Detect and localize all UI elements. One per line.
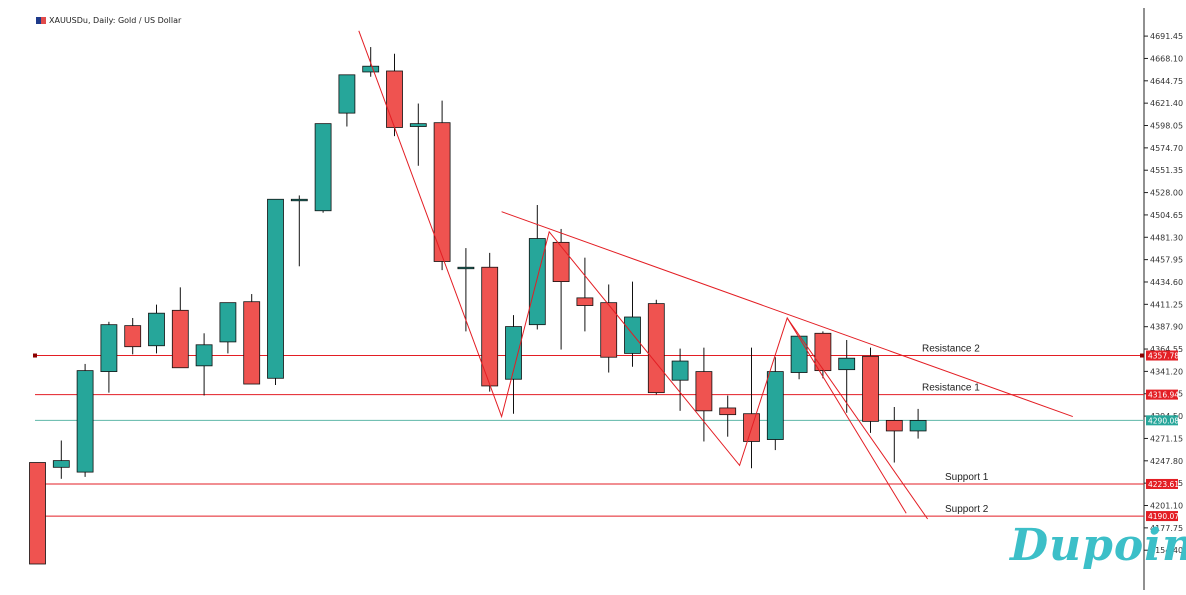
price-tag-label: 4223.61 [1148,480,1179,489]
candle-body-bearish [552,241,570,282]
candle-body-bearish [124,325,142,348]
y-tick-label: 4271.15 [1150,434,1183,443]
y-tick-label: 4341.20 [1150,367,1183,376]
y-tick-label: 4504.65 [1150,211,1183,220]
candle-body-bullish [457,266,475,270]
y-tick-label: 4364.55 [1150,345,1183,354]
support-1-label: Support 1 [945,472,989,483]
level-marker [1140,353,1144,358]
candle-body-bullish [100,324,118,372]
y-tick-label: 4481.30 [1150,233,1183,242]
y-tick-label: 4574.70 [1150,144,1183,153]
brand-logo: Dupoin [1010,520,1186,571]
symbol-icon[interactable] [36,16,46,24]
candle-body-bearish [695,371,713,412]
candle-body-bullish [909,420,927,432]
resistance-2-label: Resistance 2 [922,344,980,355]
price-tag [1146,511,1178,522]
y-tick-label: 4598.05 [1150,122,1183,131]
candle-body-bearish [719,407,737,416]
y-tick-label: 4247.80 [1150,457,1183,466]
support-2-label: Support 2 [945,504,989,515]
price-tag [1146,389,1178,400]
candle-body-bearish [885,420,903,432]
candle-body-bullish [362,65,380,73]
trendline-zigzag [358,30,907,514]
candle-body-bullish [505,326,522,380]
candle-body-bullish [338,74,356,114]
candle-body-bearish [481,266,499,387]
candle-body-bearish [433,122,451,262]
y-tick-label: 4411.25 [1150,300,1183,309]
trendline-descending-resistance [501,211,1073,418]
candle-body-bearish [171,309,189,369]
y-tick-label: 4457.95 [1150,256,1183,265]
y-tick-label: 4644.75 [1150,77,1183,86]
candle-body-bullish [52,460,70,468]
y-tick-label: 4434.60 [1150,278,1183,287]
candle-body-bullish [148,312,165,347]
y-tick-label: 4691.45 [1150,32,1183,41]
candle-body-bullish [219,302,237,343]
y-tick-label: 4201.10 [1150,502,1183,511]
candle-body-bearish [386,70,403,128]
price-tag-label: 4190.07 [1148,512,1179,521]
candle-body-bearish [814,332,832,372]
price-tag [1146,415,1178,426]
price-tag-label: 4290.08 [1148,416,1179,425]
price-tag [1146,350,1178,361]
level-marker [33,353,37,358]
resistance-1-label: Resistance 1 [922,383,980,394]
candle-body-bearish [647,303,665,394]
chart-header: XAUUSDu, Daily: Gold / US Dollar [36,13,181,27]
candle-body-bullish [314,123,332,212]
price-tag-label: 4316.94 [1148,391,1179,400]
candle-body-bearish [576,297,594,306]
y-tick-label: 4551.35 [1150,166,1183,175]
candle-body-bearish [243,301,261,385]
chart-title: XAUUSDu, Daily: Gold / US Dollar [49,15,182,25]
y-tick-label: 4668.10 [1150,54,1183,63]
candle-body-bullish [528,238,546,326]
y-tick-label: 4154.40 [1150,546,1183,555]
y-tick-label: 4528.00 [1150,189,1183,198]
candle-body-bullish [76,370,94,473]
candle-body-bearish [862,355,879,422]
price-tag-label: 4357.78 [1148,352,1179,361]
price-tag [1146,478,1178,489]
candle-body-bullish [671,360,689,381]
candle-body-bullish [409,123,427,127]
candle-body-bearish [29,462,46,565]
candle-body-bearish [600,302,618,358]
y-tick-label: 4387.90 [1150,323,1183,332]
trendline-channel [786,317,929,520]
y-tick-label: 4621.40 [1150,99,1183,108]
candle-body-bullish [195,344,213,367]
candle-body-bullish [766,371,784,440]
candle-body-bullish [838,357,856,371]
y-tick-label: 4177.75 [1150,524,1183,533]
candle-body-bullish [267,198,284,379]
candle-body-bullish [290,198,308,202]
candle-body-bullish [624,316,641,354]
candle-body-bullish [790,335,808,373]
